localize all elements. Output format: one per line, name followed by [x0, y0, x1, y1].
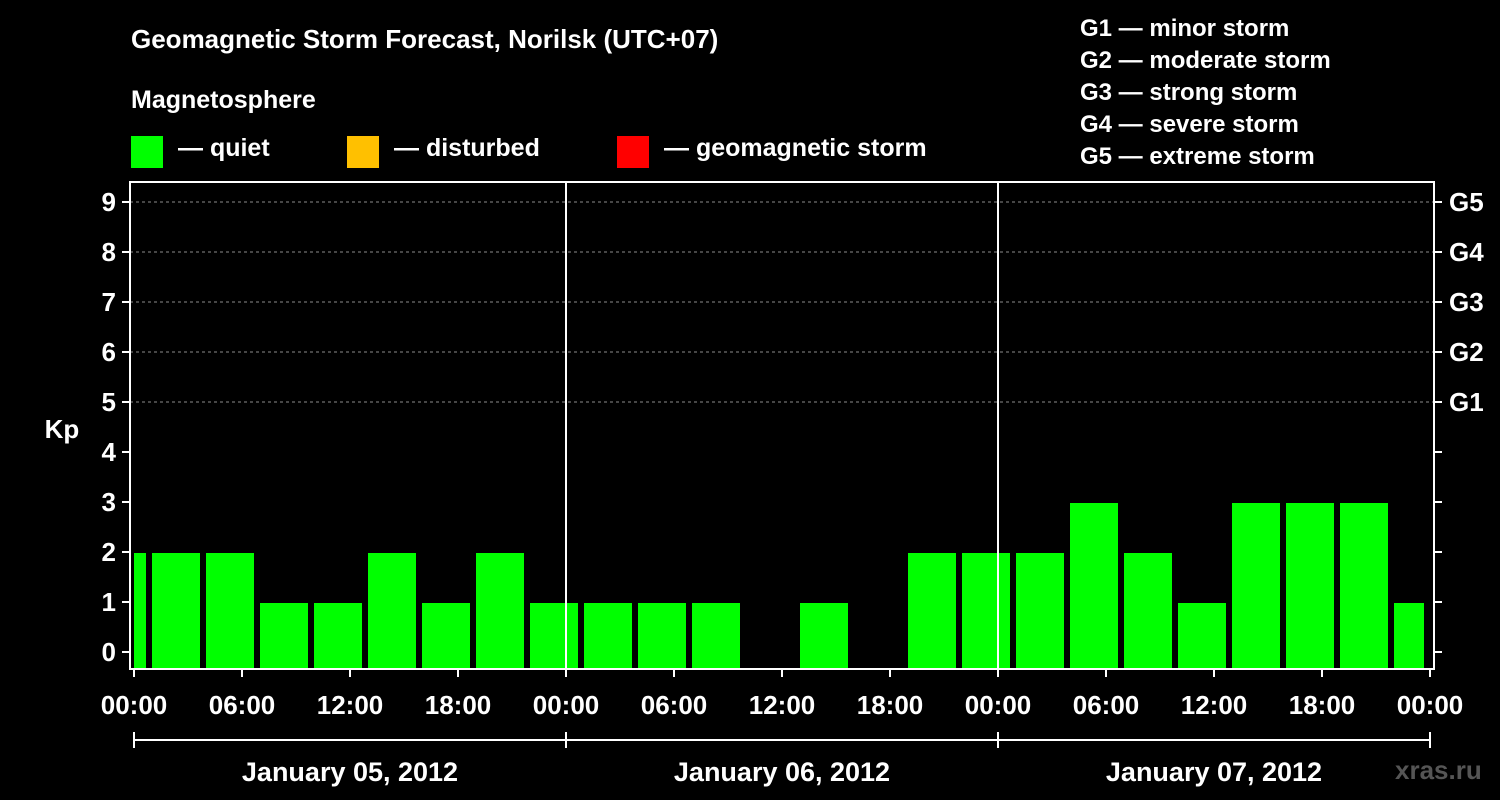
y-tick-label: 4: [102, 437, 117, 467]
kp-bar: [314, 603, 362, 669]
x-tick-label: 00:00: [101, 690, 168, 720]
x-tick-label: 12:00: [317, 690, 384, 720]
kp-bar: [1016, 553, 1064, 669]
legend-swatch-disturbed: [347, 136, 379, 168]
storm-scale-legend: G1 — minor storm G2 — moderate storm G3 …: [1080, 14, 1331, 174]
kp-bar: [260, 603, 308, 669]
watermark: xras.ru: [1395, 755, 1482, 785]
kp-bar: [908, 553, 956, 669]
kp-bar: [638, 603, 686, 669]
x-tick-label: 18:00: [857, 690, 924, 720]
kp-bar: [962, 553, 1010, 669]
legend-swatch-quiet: [131, 136, 163, 168]
storm-scale-g2: G2 — moderate storm: [1080, 47, 1331, 74]
x-tick-label: 00:00: [533, 690, 600, 720]
y-tick-label: 6: [102, 337, 116, 367]
kp-bar: [1070, 503, 1118, 669]
kp-bar: [530, 603, 578, 669]
kp-bar: [422, 603, 470, 669]
y-tick-label: 9: [102, 187, 116, 217]
kp-bar: [134, 553, 146, 669]
kp-bar: [1394, 603, 1424, 669]
kp-bar: [152, 553, 200, 669]
y-tick-label: 8: [102, 237, 116, 267]
kp-bar: [476, 553, 524, 669]
kp-bar: [1286, 503, 1334, 669]
g-scale-label-G3: G3: [1449, 287, 1484, 317]
y-tick-label: 1: [102, 587, 116, 617]
magnetosphere-label: Magnetosphere: [131, 86, 316, 114]
x-tick-label: 12:00: [749, 690, 816, 720]
y-tick-label: 7: [102, 287, 116, 317]
g-scale-label-G4: G4: [1449, 237, 1484, 267]
kp-bar: [800, 603, 848, 669]
x-tick-label: 00:00: [1397, 690, 1464, 720]
x-tick-label: 06:00: [209, 690, 276, 720]
legend-label-quiet: — quiet: [178, 134, 270, 162]
storm-scale-g5: G5 — extreme storm: [1080, 143, 1315, 170]
x-tick-label: 00:00: [965, 690, 1032, 720]
x-tick-label: 18:00: [425, 690, 492, 720]
legend-swatch-storm: [617, 136, 649, 168]
y-tick-label: 5: [102, 387, 116, 417]
kp-bar: [1340, 503, 1388, 669]
storm-scale-g3: G3 — strong storm: [1080, 79, 1298, 106]
kp-bar: [692, 603, 740, 669]
kp-bar: [584, 603, 632, 669]
y-tick-label: 2: [102, 537, 116, 567]
x-tick-label: 12:00: [1181, 690, 1248, 720]
day-label: January 06, 2012: [674, 757, 890, 787]
kp-bar: [368, 553, 416, 669]
chart-title: Geomagnetic Storm Forecast, Norilsk (UTC…: [131, 24, 719, 54]
kp-bar: [1232, 503, 1280, 669]
legend-label-storm: — geomagnetic storm: [664, 134, 927, 162]
g-scale-label-G5: G5: [1449, 187, 1484, 217]
kp-bar: [1178, 603, 1226, 669]
y-tick-label: 3: [102, 487, 116, 517]
x-tick-label: 18:00: [1289, 690, 1356, 720]
kp-bar: [1124, 553, 1172, 669]
x-tick-label: 06:00: [1073, 690, 1140, 720]
storm-scale-g4: G4 — severe storm: [1080, 111, 1299, 138]
legend-label-disturbed: — disturbed: [394, 134, 540, 162]
kp-bar: [206, 553, 254, 669]
day-label: January 05, 2012: [242, 757, 458, 787]
x-tick-label: 06:00: [641, 690, 708, 720]
g-scale-label-G2: G2: [1449, 337, 1484, 367]
day-label: January 07, 2012: [1106, 757, 1322, 787]
y-tick-label: 0: [102, 637, 116, 667]
storm-scale-g1: G1 — minor storm: [1080, 15, 1290, 42]
g-scale-label-G1: G1: [1449, 387, 1484, 417]
y-axis-label: Kp: [45, 414, 80, 444]
